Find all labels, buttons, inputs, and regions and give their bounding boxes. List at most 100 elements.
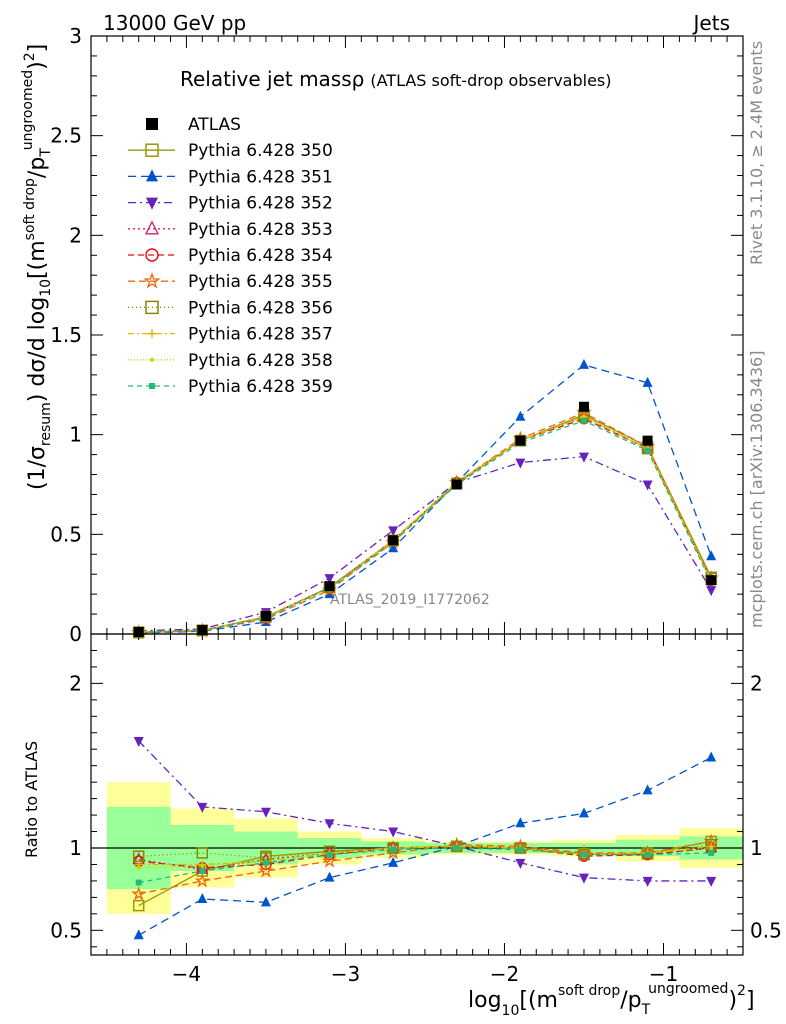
- marker: [709, 846, 714, 850]
- marker: [145, 248, 159, 262]
- x-tick-label: −3: [331, 962, 360, 986]
- series-pythia-6-428-357: [134, 412, 716, 869]
- marker: [578, 807, 589, 818]
- y-tick-label: 1: [69, 423, 82, 447]
- marker: [133, 737, 144, 747]
- marker: [200, 864, 205, 869]
- x-axis-title: log10[(msoft drop/pTungroomed)2]: [468, 981, 755, 1019]
- marker: [132, 899, 145, 912]
- legend-entry: Pythia 6.428 357: [128, 325, 333, 345]
- marker: [150, 357, 154, 362]
- ratio-y-tick-label: 1: [69, 836, 82, 860]
- series-line: [138, 420, 712, 634]
- marker: [451, 479, 462, 490]
- marker: [706, 586, 717, 597]
- marker: [324, 871, 335, 882]
- marker: [148, 329, 156, 338]
- marker: [388, 827, 399, 838]
- x-tick-label: −4: [172, 962, 201, 986]
- marker: [706, 550, 717, 561]
- marker: [136, 865, 141, 870]
- marker: [145, 143, 159, 157]
- y-tick-label: 3: [69, 24, 82, 48]
- marker: [642, 435, 653, 446]
- legend-label: Pythia 6.428 359: [188, 377, 333, 397]
- marker: [321, 853, 338, 868]
- marker: [706, 876, 717, 887]
- legend: ATLAS Pythia 6.428 350 Pythia 6.428 351 Pyt…: [128, 115, 333, 397]
- marker: [258, 862, 274, 878]
- marker: [144, 220, 160, 235]
- marker: [199, 868, 206, 875]
- marker: [578, 358, 589, 369]
- marker: [578, 452, 589, 463]
- header-right: Jets: [692, 11, 730, 35]
- series-line: [138, 455, 712, 632]
- plot-title: Relative jet massρ (ATLAS soft-drop obser…: [180, 67, 611, 91]
- legend-entry: Pythia 6.428 358: [128, 351, 333, 371]
- marker: [642, 876, 653, 887]
- legend-label: Pythia 6.428 358: [188, 351, 333, 371]
- series-pythia-6-428-358: [136, 414, 714, 870]
- legend-entry: Pythia 6.428 350: [128, 141, 333, 161]
- x-tick-label: −2: [490, 962, 519, 986]
- series-pythia-6-428-353: [132, 409, 718, 875]
- marker: [260, 896, 271, 907]
- marker: [388, 526, 399, 537]
- marker: [130, 885, 147, 901]
- marker: [143, 272, 161, 289]
- y-tick-label: 0.5: [50, 522, 82, 546]
- marker: [578, 401, 589, 412]
- x-tick-label: −1: [649, 962, 678, 986]
- rivet-label: Rivet 3.1.10, ≥ 2.4M events: [747, 41, 766, 265]
- marker: [146, 118, 158, 130]
- marker: [453, 845, 460, 851]
- legend-label: Pythia 6.428 352: [188, 194, 333, 214]
- legend-label: Pythia 6.428 355: [188, 272, 333, 292]
- marker: [642, 376, 653, 387]
- ratio-y-tick-label-right: 1: [750, 836, 763, 860]
- ratio-line: [138, 847, 712, 884]
- marker: [196, 847, 209, 859]
- mcplots-label: mcplots.cern.ch [arXiv:1306.3436]: [747, 351, 766, 628]
- marker: [642, 480, 653, 491]
- svg-text:log10[(msoft drop/pTungroomed): log10[(msoft drop/pTungroomed)2]: [468, 981, 755, 1019]
- legend-entry: Pythia 6.428 356: [128, 298, 333, 318]
- marker: [388, 535, 399, 546]
- legend-entry: Pythia 6.428 351: [128, 167, 333, 187]
- marker: [324, 574, 335, 585]
- marker: [390, 846, 397, 853]
- marker: [580, 851, 587, 858]
- marker: [197, 802, 208, 813]
- legend-entry: Pythia 6.428 352: [128, 194, 333, 214]
- watermark: ATLAS_2019_I1772062: [330, 592, 490, 608]
- marker: [515, 817, 526, 828]
- y-tick-label: 2.5: [50, 124, 82, 148]
- ratio-y-tick-label: 2: [69, 671, 82, 695]
- legend-label: Pythia 6.428 354: [188, 246, 333, 266]
- ratio-y-axis-title: Ratio to ATLAS: [22, 741, 41, 858]
- marker: [260, 611, 271, 622]
- marker: [146, 169, 158, 182]
- legend-label: Pythia 6.428 350: [188, 141, 333, 161]
- marker: [387, 842, 399, 854]
- y-tick-label: 0: [69, 622, 82, 646]
- marker: [515, 858, 526, 869]
- legend-label: Pythia 6.428 356: [188, 298, 333, 318]
- marker: [706, 575, 717, 586]
- legend-entry: Pythia 6.428 355: [128, 272, 333, 292]
- marker: [706, 751, 717, 762]
- marker: [388, 542, 399, 553]
- series-pythia-6-428-354: [133, 413, 717, 874]
- marker: [515, 435, 526, 446]
- ratio-line: [138, 756, 712, 936]
- marker: [135, 879, 142, 886]
- main-y-axis-title: (1/σresum) dσ/d log10[(msoft drop/pTungr…: [20, 44, 54, 490]
- marker: [517, 846, 524, 853]
- legend-entry: Pythia 6.428 354: [128, 246, 333, 266]
- series-line: [138, 364, 712, 634]
- legend-entry: ATLAS: [146, 115, 241, 135]
- marker: [133, 929, 144, 940]
- ratio-y-tick-label-right: 2: [750, 671, 763, 695]
